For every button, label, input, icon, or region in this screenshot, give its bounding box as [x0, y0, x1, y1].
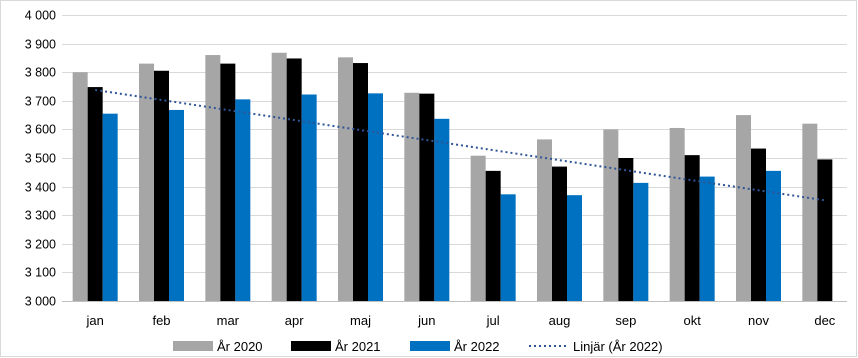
bar-okt-series-3 [699, 176, 715, 301]
bar-okt-series-1 [669, 127, 685, 301]
bar-apr-series-1 [271, 52, 287, 301]
bar-sep-series-1 [603, 129, 619, 301]
x-tick-label-feb: feb [152, 313, 170, 328]
bar-jan-series-1 [72, 72, 88, 301]
bar-jul-series-1 [470, 155, 486, 301]
legend: År 2020 År 2021 År 2022 Linjär (År 2022) [173, 339, 663, 354]
bar-mar-series-2 [220, 63, 236, 302]
x-axis: jan feb mar apr maj jun jul aug sep okt nov dec [85, 313, 835, 328]
y-tick-label: 3 200 [25, 238, 56, 252]
x-tick-label-jan: jan [85, 313, 103, 328]
legend-swatch-2 [291, 341, 331, 351]
bar-okt-series-2 [684, 155, 700, 301]
bar-nov-series-3 [766, 170, 781, 301]
bar-nov-series-2 [751, 148, 766, 301]
x-tick-label-jun: jun [417, 313, 435, 328]
y-tick-label: 3 700 [25, 95, 56, 109]
bar-maj-series-2 [353, 63, 368, 301]
bar-dec-series-2 [817, 159, 833, 301]
bar-jan-series-3 [102, 113, 118, 301]
legend-label-3: År 2022 [454, 339, 500, 354]
x-tick-label-dec: dec [814, 313, 835, 328]
x-tick-label-aug: aug [549, 313, 571, 328]
y-tick-label: 3 000 [25, 295, 56, 309]
x-tick-label-mar: mar [217, 313, 240, 328]
bar-dec-series-1 [802, 123, 818, 302]
y-axis: 3 000 3 100 3 200 3 300 3 400 3 500 3 600 3 700… [25, 9, 56, 309]
bar-mar-series-3 [235, 99, 251, 302]
bars [72, 52, 833, 302]
trendline-layer [95, 88, 825, 202]
bar-jun-series-1 [404, 92, 420, 302]
bar-sep-series-2 [618, 158, 634, 301]
bar-aug-series-2 [552, 166, 567, 301]
bar-apr-series-3 [301, 94, 317, 302]
bar-nov-series-1 [736, 115, 751, 301]
bar-mar-series-1 [205, 55, 221, 301]
legend-swatch-3 [410, 341, 450, 351]
bar-aug-series-3 [567, 195, 582, 301]
trendline [95, 88, 825, 202]
y-tick-label: 3 100 [25, 266, 56, 280]
y-tick-label: 4 000 [25, 9, 56, 23]
legend-label-4: Linjär (År 2022) [573, 339, 663, 354]
x-tick-label-maj: maj [350, 313, 371, 328]
x-tick-label-apr: apr [285, 313, 304, 328]
x-tick-label-okt: okt [683, 313, 701, 328]
x-tick-label-jul: jul [486, 313, 500, 328]
bar-apr-series-2 [286, 58, 302, 301]
legend-label-2: År 2021 [335, 339, 381, 354]
y-tick-label: 3 300 [25, 209, 56, 223]
bar-feb-series-1 [139, 63, 154, 302]
bar-jun-series-3 [434, 118, 450, 302]
bar-jan-series-2 [87, 87, 103, 302]
y-tick-label: 3 400 [25, 181, 56, 195]
y-tick-label: 3 600 [25, 123, 56, 137]
y-tick-label: 3 800 [25, 66, 56, 80]
bar-aug-series-1 [537, 139, 552, 301]
y-tick-label: 3 500 [25, 152, 56, 166]
bar-jul-series-2 [485, 170, 501, 301]
bar-feb-series-3 [169, 109, 184, 302]
x-tick-label-nov: nov [748, 313, 769, 328]
legend-label-1: År 2020 [217, 339, 263, 354]
bar-feb-series-2 [154, 70, 169, 302]
gridlines [62, 15, 847, 302]
x-tick-label-sep: sep [615, 313, 636, 328]
legend-swatch-1 [173, 341, 213, 351]
bar-jun-series-2 [419, 93, 435, 302]
y-tick-label: 3 900 [25, 38, 56, 52]
bar-maj-series-3 [368, 93, 383, 301]
bar-maj-series-1 [338, 57, 353, 301]
bar-jul-series-3 [500, 194, 516, 301]
bar-sep-series-3 [633, 182, 649, 301]
